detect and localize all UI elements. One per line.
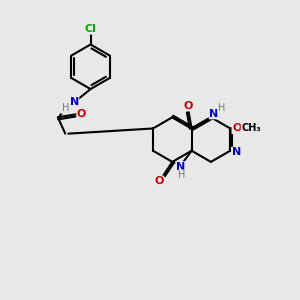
Text: CH₃: CH₃ <box>241 123 261 133</box>
Text: Cl: Cl <box>85 24 97 34</box>
Text: N: N <box>176 162 185 172</box>
Text: O: O <box>77 109 86 119</box>
Text: O: O <box>232 124 242 134</box>
Text: O: O <box>184 100 193 111</box>
Text: O: O <box>154 176 164 186</box>
Text: N: N <box>232 147 241 157</box>
Text: H: H <box>61 103 69 113</box>
Text: H: H <box>218 103 225 113</box>
Text: N: N <box>209 109 218 119</box>
Text: H: H <box>178 170 186 180</box>
Text: N: N <box>70 98 79 107</box>
